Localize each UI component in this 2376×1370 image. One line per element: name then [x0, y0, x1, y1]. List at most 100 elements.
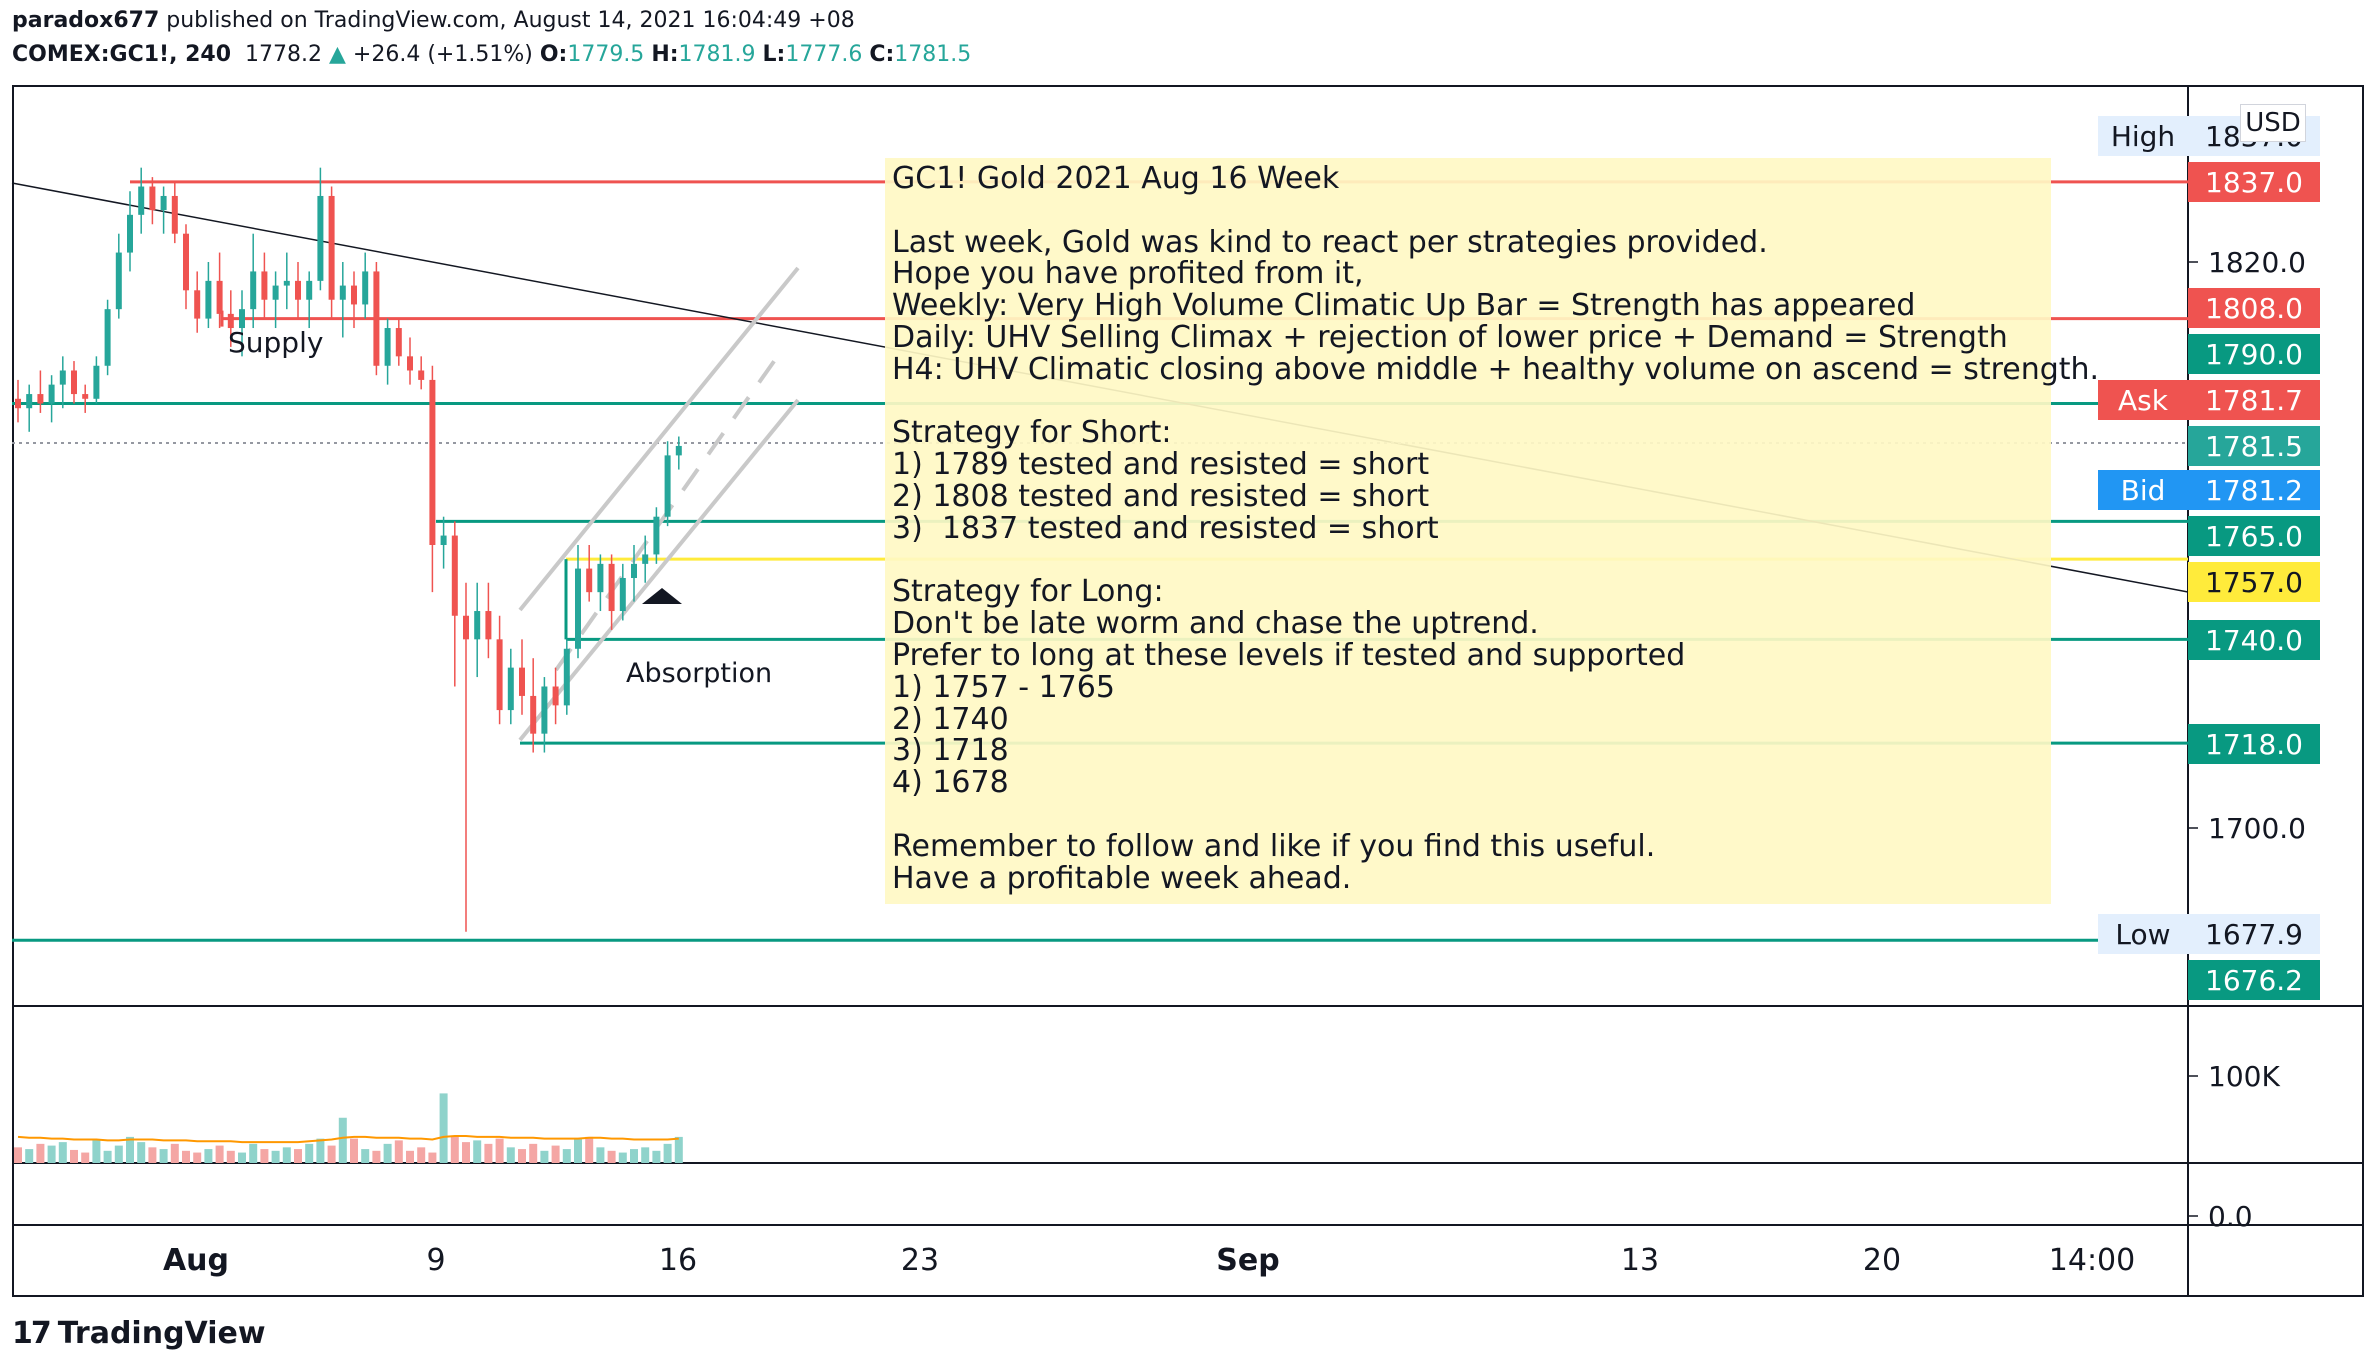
supply-annotation[interactable]: Supply	[228, 326, 323, 359]
volume-bar[interactable]	[114, 1145, 123, 1163]
candle[interactable]	[93, 365, 100, 399]
candle[interactable]	[26, 394, 33, 409]
volume-bar[interactable]	[70, 1149, 78, 1163]
candle[interactable]	[205, 280, 212, 319]
volume-bar[interactable]	[585, 1136, 594, 1163]
absorption-marker-icon[interactable]	[642, 588, 682, 604]
candle[interactable]	[339, 285, 346, 300]
volume-bar[interactable]	[630, 1149, 638, 1163]
candle[interactable]	[127, 214, 133, 253]
volume-bar[interactable]	[406, 1150, 414, 1163]
volume-bar[interactable]	[193, 1152, 202, 1163]
candle[interactable]	[194, 290, 201, 319]
volume-bar[interactable]	[473, 1140, 482, 1163]
volume-bar[interactable]	[305, 1143, 314, 1163]
candle[interactable]	[59, 370, 66, 385]
volume-bar[interactable]	[47, 1145, 56, 1163]
strategy-note-box[interactable]	[885, 158, 2051, 904]
volume-bar[interactable]	[148, 1147, 157, 1163]
volume-bar[interactable]	[271, 1150, 280, 1163]
candle[interactable]	[82, 394, 89, 399]
candle[interactable]	[507, 667, 514, 711]
volume-bar[interactable]	[294, 1149, 302, 1163]
price-label-box[interactable]	[2188, 426, 2320, 466]
volume-bar[interactable]	[249, 1143, 258, 1163]
volume-bar[interactable]	[182, 1150, 190, 1163]
candle[interactable]	[48, 384, 55, 404]
candle[interactable]	[631, 563, 637, 579]
price-label-box[interactable]	[2188, 516, 2320, 556]
volume-bar[interactable]	[596, 1147, 605, 1163]
volume-bar[interactable]	[126, 1136, 134, 1163]
candle[interactable]	[15, 398, 21, 409]
volume-bar[interactable]	[159, 1149, 168, 1163]
candle[interactable]	[519, 667, 525, 696]
candle[interactable]	[664, 455, 671, 517]
candle[interactable]	[597, 563, 604, 593]
volume-bar[interactable]	[361, 1149, 370, 1163]
symbol-name[interactable]: COMEX:GC1!, 240	[12, 42, 232, 67]
candle[interactable]	[227, 313, 234, 329]
volume-bar[interactable]	[316, 1138, 325, 1163]
price-label-box[interactable]	[2188, 620, 2320, 660]
candle[interactable]	[440, 535, 447, 545]
candle[interactable]	[395, 328, 402, 357]
volume-bar[interactable]	[439, 1093, 448, 1163]
candle[interactable]	[160, 195, 167, 211]
price-label-box[interactable]	[2188, 470, 2320, 510]
candle[interactable]	[306, 280, 313, 300]
candle[interactable]	[283, 280, 290, 286]
candle[interactable]	[563, 648, 570, 706]
volume-bar[interactable]	[170, 1143, 179, 1163]
volume-bar[interactable]	[215, 1145, 224, 1163]
volume-bar[interactable]	[428, 1152, 437, 1163]
candle[interactable]	[586, 568, 593, 593]
candle[interactable]	[485, 611, 492, 640]
volume-bar[interactable]	[350, 1138, 358, 1163]
candle[interactable]	[138, 186, 145, 215]
volume-bar[interactable]	[641, 1147, 650, 1163]
candle[interactable]	[239, 309, 245, 329]
volume-bar[interactable]	[518, 1149, 526, 1163]
price-label-box[interactable]	[2188, 334, 2320, 374]
author-name[interactable]: paradox677	[12, 8, 160, 33]
candle[interactable]	[575, 568, 581, 649]
price-label-box[interactable]	[2188, 288, 2320, 328]
candle[interactable]	[451, 535, 458, 616]
volume-bar[interactable]	[81, 1152, 90, 1163]
volume-bar[interactable]	[417, 1147, 426, 1163]
candle[interactable]	[216, 280, 223, 314]
candle[interactable]	[407, 356, 413, 371]
volume-bar[interactable]	[551, 1145, 560, 1163]
candle[interactable]	[261, 271, 268, 300]
candle[interactable]	[463, 615, 469, 640]
volume-bar[interactable]	[137, 1142, 146, 1163]
candle[interactable]	[530, 695, 537, 734]
candle[interactable]	[295, 280, 301, 300]
volume-bar[interactable]	[260, 1149, 269, 1163]
price-label-box[interactable]	[2188, 960, 2320, 1000]
candle[interactable]	[328, 195, 335, 300]
volume-bar[interactable]	[450, 1136, 459, 1163]
volume-bar[interactable]	[663, 1143, 672, 1163]
price-label-box[interactable]	[2188, 162, 2320, 202]
candle[interactable]	[171, 195, 178, 234]
volume-bar[interactable]	[92, 1140, 101, 1163]
candle[interactable]	[653, 516, 660, 555]
volume-bar[interactable]	[103, 1150, 112, 1163]
volume-bar[interactable]	[204, 1149, 213, 1163]
price-tag-bid[interactable]	[2098, 470, 2188, 510]
volume-bar[interactable]	[618, 1152, 627, 1163]
candle[interactable]	[619, 578, 626, 612]
volume-bar[interactable]	[238, 1152, 246, 1163]
volume-bar[interactable]	[462, 1142, 470, 1163]
candle[interactable]	[317, 195, 324, 281]
volume-bar[interactable]	[652, 1150, 661, 1163]
candle[interactable]	[183, 233, 189, 291]
volume-bar[interactable]	[540, 1150, 549, 1163]
candle[interactable]	[351, 285, 357, 305]
price-label-box[interactable]	[2188, 562, 2320, 602]
price-tag-ask[interactable]	[2098, 380, 2188, 420]
volume-bar[interactable]	[674, 1136, 683, 1163]
candle[interactable]	[373, 271, 380, 366]
